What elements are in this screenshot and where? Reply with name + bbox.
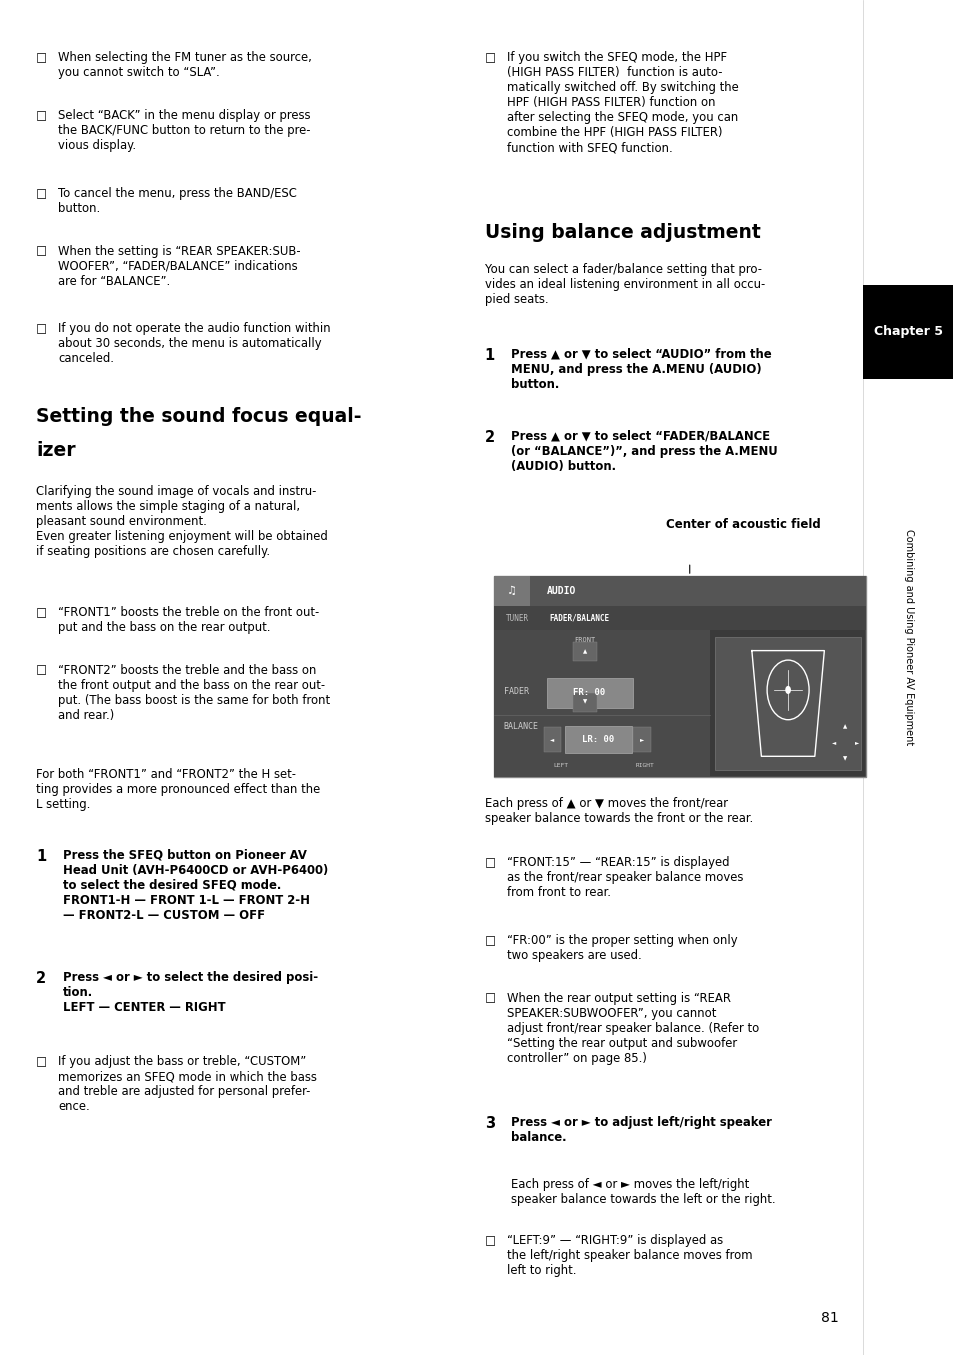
Text: When the rear output setting is “REAR
SPEAKER:SUBWOOFER”, you cannot
adjust fron: When the rear output setting is “REAR SP… [506,992,758,1065]
Text: FADER/BALANCE: FADER/BALANCE [549,614,609,622]
Text: Combining and Using Pioneer AV Equipment: Combining and Using Pioneer AV Equipment [902,528,913,745]
Text: AUDIO: AUDIO [546,585,576,596]
Text: □: □ [36,1056,48,1068]
Bar [494,606,865,630]
Text: 2: 2 [36,970,47,985]
Text: ▼: ▼ [842,756,846,762]
Text: When selecting the FM tuner as the source,
you cannot switch to “SLA”.: When selecting the FM tuner as the sourc… [58,51,312,80]
Text: ▲: ▲ [842,724,846,729]
Bar [862,285,953,379]
Text: □: □ [36,110,48,122]
Text: □: □ [484,51,496,65]
Text: Setting the sound focus equal-: Setting the sound focus equal- [36,406,361,425]
Text: You can select a fader/balance setting that pro-
vides an ideal listening enviro: You can select a fader/balance setting t… [484,263,764,306]
Text: Clarifying the sound image of vocals and instru-
ments allows the simple staging: Clarifying the sound image of vocals and… [36,485,328,558]
Text: Press ▲ or ▼ to select “AUDIO” from the
MENU, and press the A.MENU (AUDIO)
butto: Press ▲ or ▼ to select “AUDIO” from the … [511,348,771,390]
Bar [494,576,865,776]
Text: ►: ► [854,740,858,745]
Text: “LEFT:9” — “RIGHT:9” is displayed as
the left/right speaker balance moves from
l: “LEFT:9” — “RIGHT:9” is displayed as the… [506,1234,751,1278]
Text: ►: ► [639,737,643,743]
Text: □: □ [36,664,48,676]
Text: ♫: ♫ [507,585,517,596]
Bar [543,728,560,752]
Bar [546,678,632,707]
Text: ◄: ◄ [831,740,835,745]
Text: ▲: ▲ [582,649,586,654]
Text: □: □ [36,245,48,257]
Text: 81: 81 [821,1312,838,1325]
Text: FRONT: FRONT [574,637,595,644]
Bar [714,637,861,770]
Text: LR: 00: LR: 00 [581,734,614,744]
Text: “FR:00” is the proper setting when only
two speakers are used.: “FR:00” is the proper setting when only … [506,934,737,962]
Text: FR: 00: FR: 00 [573,688,605,696]
Text: Select “BACK” in the menu display or press
the BACK/FUNC button to return to the: Select “BACK” in the menu display or pre… [58,110,311,152]
Text: “FRONT:15” — “REAR:15” is displayed
as the front/rear speaker balance moves
from: “FRONT:15” — “REAR:15” is displayed as t… [506,856,742,898]
Text: Using balance adjustment: Using balance adjustment [484,224,760,243]
Text: □: □ [36,187,48,201]
Circle shape [784,686,790,694]
Text: Chapter 5: Chapter 5 [873,325,943,339]
Text: □: □ [484,934,496,947]
Text: □: □ [484,1234,496,1248]
Bar [494,576,530,606]
Text: For both “FRONT1” and “FRONT2” the H set-
ting provides a more pronounced effect: For both “FRONT1” and “FRONT2” the H set… [36,768,320,812]
Text: Press ◄ or ► to select the desired posi-
tion.
LEFT — CENTER — RIGHT: Press ◄ or ► to select the desired posi-… [63,970,317,1014]
Text: ◄: ◄ [550,737,554,743]
Bar [564,726,631,753]
Text: izer: izer [36,442,76,461]
Text: Press ◄ or ► to adjust left/right speaker
balance.: Press ◄ or ► to adjust left/right speake… [511,1117,771,1144]
Text: If you do not operate the audio function within
about 30 seconds, the menu is au: If you do not operate the audio function… [58,322,331,366]
Text: 1: 1 [36,848,47,863]
Text: Each press of ◄ or ► moves the left/right
speaker balance towards the left or th: Each press of ◄ or ► moves the left/righ… [511,1177,775,1206]
Text: ▼: ▼ [582,699,586,705]
Text: 2: 2 [484,430,495,444]
Text: When the setting is “REAR SPEAKER:SUB-
WOOFER”, “FADER/BALANCE” indications
are : When the setting is “REAR SPEAKER:SUB- W… [58,245,300,287]
Bar [494,576,865,606]
Text: RIGHT: RIGHT [635,763,654,767]
Bar [633,728,650,752]
Text: “FRONT1” boosts the treble on the front out-
put and the bass on the rear output: “FRONT1” boosts the treble on the front … [58,606,319,634]
Text: 1: 1 [484,348,495,363]
Text: Center of acoustic field: Center of acoustic field [665,518,820,531]
Text: If you adjust the bass or treble, “CUSTOM”
memorizes an SFEQ mode in which the b: If you adjust the bass or treble, “CUSTO… [58,1056,316,1114]
Text: Press ▲ or ▼ to select “FADER/BALANCE
(or “BALANCE”)”, and press the A.MENU
(AUD: Press ▲ or ▼ to select “FADER/BALANCE (o… [511,430,778,473]
Text: If you switch the SFEQ mode, the HPF
(HIGH PASS FILTER)  function is auto-
matic: If you switch the SFEQ mode, the HPF (HI… [506,51,738,154]
Text: □: □ [484,856,496,869]
Text: BALANCE: BALANCE [503,722,538,730]
Text: 3: 3 [484,1117,495,1131]
Text: Press the SFEQ button on Pioneer AV
Head Unit (AVH-P6400CD or AVH-P6400)
to sele: Press the SFEQ button on Pioneer AV Head… [63,848,328,921]
Text: □: □ [36,606,48,619]
Bar [494,630,709,776]
Bar [572,642,597,661]
Text: REAR: REAR [576,728,593,734]
Bar [572,692,597,711]
Text: “FRONT2” boosts the treble and the bass on
the front output and the bass on the : “FRONT2” boosts the treble and the bass … [58,664,330,722]
Text: TUNER: TUNER [505,614,528,622]
Text: □: □ [36,322,48,336]
Text: Each press of ▲ or ▼ moves the front/rear
speaker balance towards the front or t: Each press of ▲ or ▼ moves the front/rea… [484,797,752,825]
Text: LEFT: LEFT [553,763,568,767]
Text: □: □ [36,51,48,65]
Text: □: □ [484,992,496,1004]
Text: To cancel the menu, press the BAND/ESC
button.: To cancel the menu, press the BAND/ESC b… [58,187,296,215]
Text: FADER: FADER [503,687,528,695]
